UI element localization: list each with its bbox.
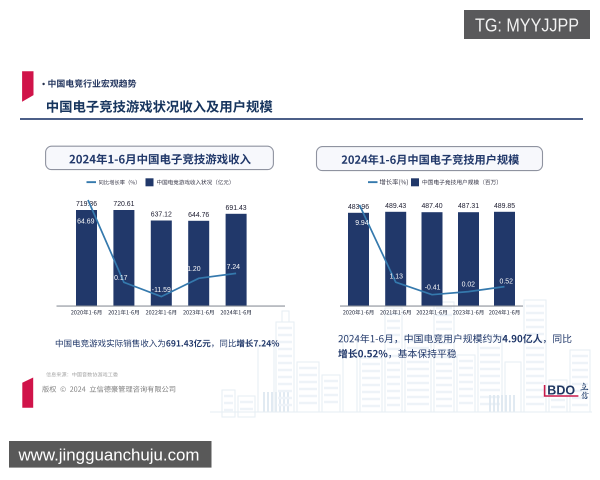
svg-text:9.94: 9.94 [355, 220, 369, 227]
svg-text:637.12: 637.12 [151, 212, 172, 219]
svg-text:-11.59: -11.59 [152, 287, 171, 294]
svg-text:0.17: 0.17 [114, 275, 128, 282]
svg-text:489.85: 489.85 [494, 203, 515, 210]
svg-text:64.69: 64.69 [77, 218, 94, 225]
svg-text:487.40: 487.40 [421, 203, 442, 210]
svg-text:719.36: 719.36 [76, 201, 97, 208]
svg-text:691.43: 691.43 [226, 205, 247, 212]
svg-text:487.31: 487.31 [458, 203, 479, 210]
svg-text:1.13: 1.13 [389, 274, 403, 281]
svg-text:489.43: 489.43 [385, 203, 406, 210]
svg-text:0.02: 0.02 [462, 282, 476, 289]
svg-text:1.20: 1.20 [187, 266, 201, 273]
svg-text:TG: MYYJJPP: TG: MYYJJPP [475, 14, 579, 35]
svg-text:0.52: 0.52 [499, 278, 513, 285]
svg-text:644.76: 644.76 [188, 212, 209, 219]
svg-text:720.61: 720.61 [113, 201, 134, 208]
svg-text:7.24: 7.24 [227, 264, 241, 271]
svg-text:-0.41: -0.41 [425, 285, 441, 292]
svg-text:483.96: 483.96 [348, 204, 369, 211]
svg-text:BDO: BDO [547, 383, 575, 397]
svg-text:www.jingguanchuju.com: www.jingguanchuju.com [18, 446, 200, 465]
